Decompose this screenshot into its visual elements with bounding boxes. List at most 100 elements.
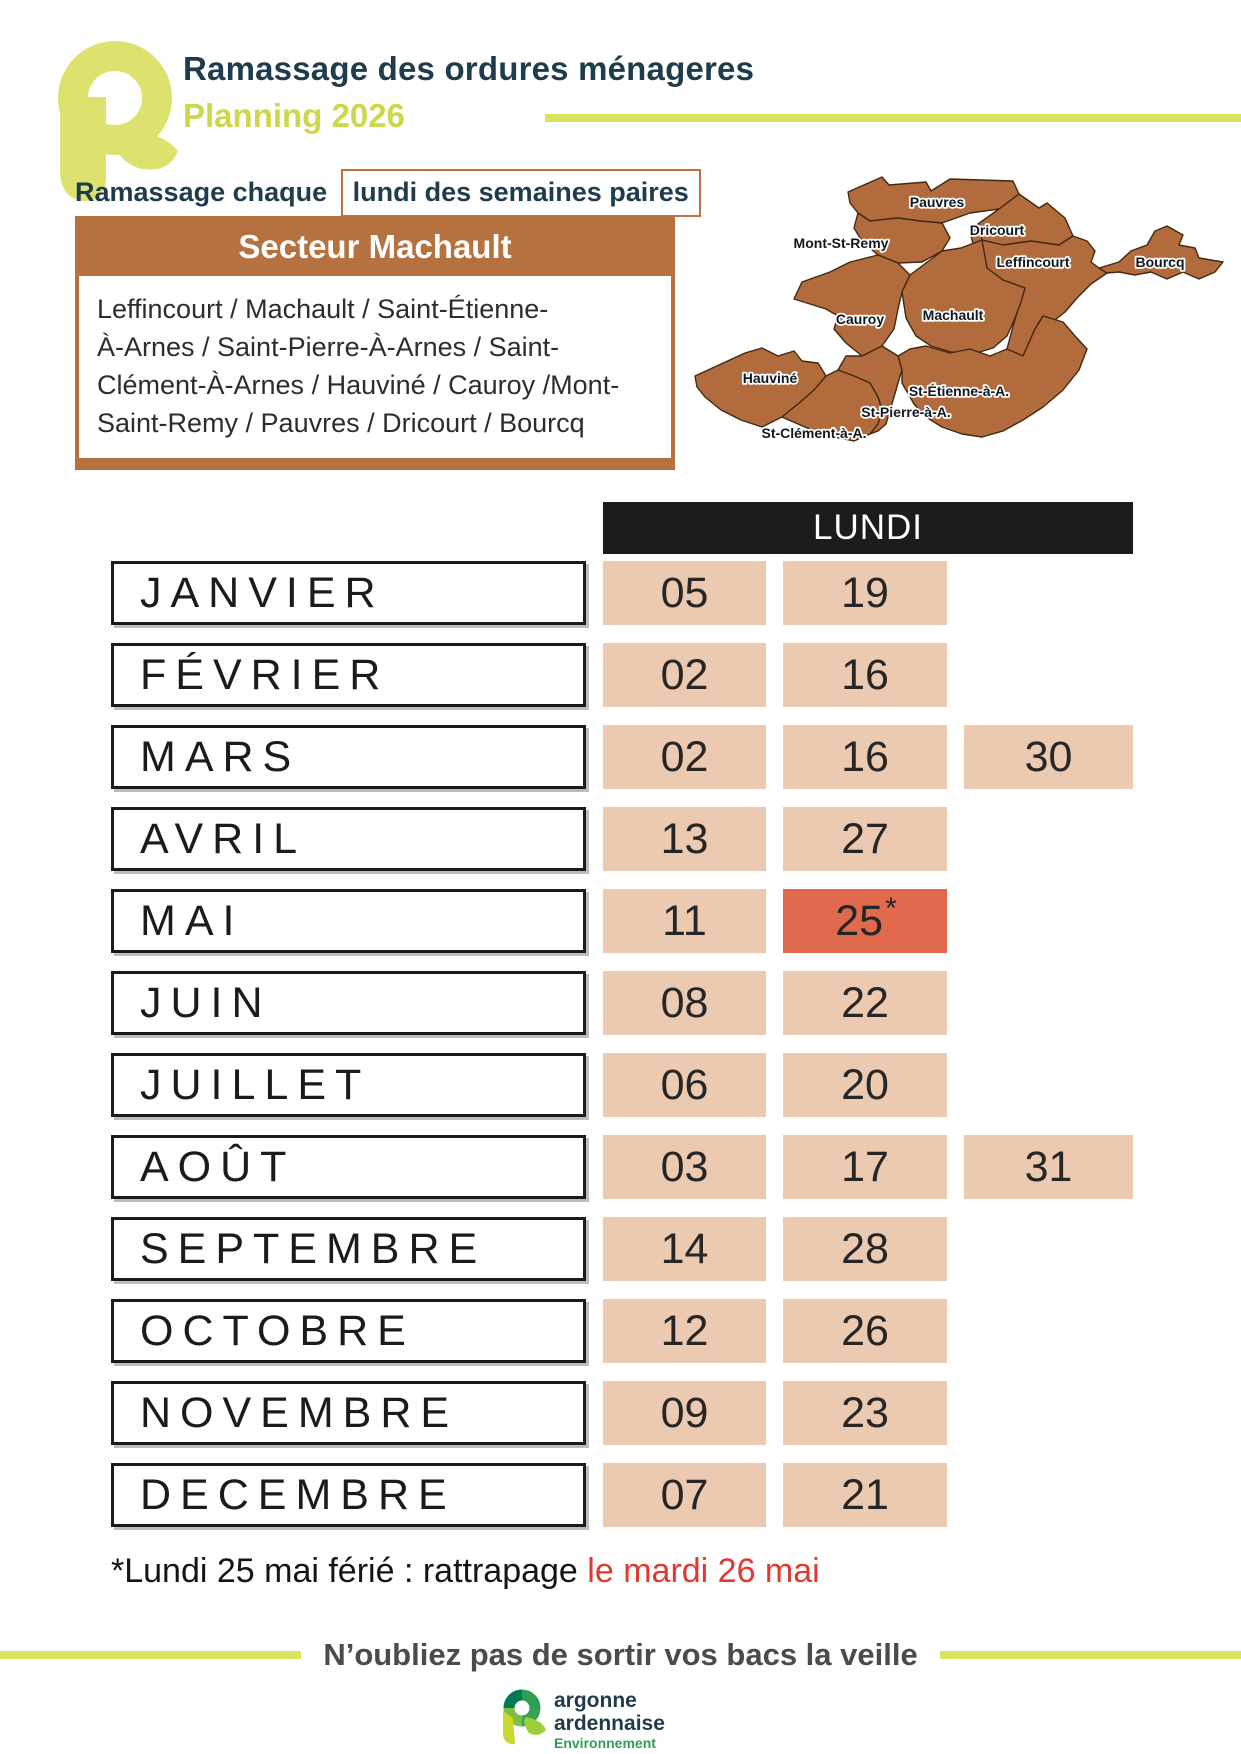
title-rule (545, 114, 1241, 122)
pickup-date: 02 (660, 650, 709, 699)
calendar-row: MAI 11 25 * (111, 889, 1141, 953)
calendar-column-header: LUNDI (603, 502, 1133, 554)
footnote-red: le mardi 26 mai (587, 1552, 820, 1590)
calendar-row: JUIN 08 22 (111, 971, 1141, 1035)
footer-logo-line2: ardennaise (554, 1712, 665, 1735)
reminder-rule-left (0, 1651, 302, 1659)
pickup-date-cell: 30 (964, 725, 1133, 789)
pickup-date: 12 (660, 1306, 709, 1355)
calendar-row: SEPTEMBRE 14 28 (111, 1217, 1141, 1281)
sector-title: Secteur Machault (79, 220, 671, 276)
page-title: Ramassage des ordures ménageres (183, 50, 755, 87)
commune-shape-cauroy (793, 254, 911, 357)
pickup-date-cell: 16 (783, 643, 947, 707)
map-label: Bourcq (1136, 254, 1185, 270)
month-box: MARS (111, 725, 586, 789)
pickup-date: 21 (841, 1470, 889, 1519)
map-label: Hauviné (743, 370, 798, 386)
pickup-date-cell: 21 (783, 1463, 947, 1527)
commune-shape-machault (901, 239, 1026, 355)
pickup-date: 14 (660, 1224, 709, 1273)
communes-line: Saint-Remy / Pauvres / Dricourt / Bourcq (97, 408, 585, 438)
pickup-date-cell: 23 (783, 1381, 947, 1445)
map-label: St-Clément-à-A. (761, 425, 866, 441)
calendar-row: AOÛT 03 17 31 (111, 1135, 1141, 1199)
commune-shape-bourcq (1098, 225, 1224, 280)
reminder-text: N’oubliez pas de sortir vos bacs la veil… (323, 1637, 918, 1672)
pickup-date: 08 (660, 978, 709, 1027)
pickup-date-cell: 02 (603, 725, 766, 789)
pickup-date-cell: 16 (783, 725, 947, 789)
pickup-date: 02 (660, 732, 709, 781)
pickup-date-cell: 08 (603, 971, 766, 1035)
footer-logo-line3: Environnement (554, 1735, 656, 1751)
sector-map: Pauvres Dricourt Mont-St-Remy Leffincour… (694, 176, 1224, 443)
pickup-date: 16 (841, 732, 889, 781)
calendar-row: MARS 02 16 30 (111, 725, 1141, 789)
calendar-row: AVRIL 13 27 (111, 807, 1141, 871)
map-label: Machault (923, 307, 984, 323)
footer-logo: argonne ardennaise Environnement (0, 1686, 1241, 1754)
calendar-row: NOVEMBRE 09 23 (111, 1381, 1141, 1445)
reminder-rule-right (939, 1651, 1241, 1659)
month-box: MAI (111, 889, 586, 953)
month-box: JANVIER (111, 561, 586, 625)
pickup-date-cell: 17 (783, 1135, 947, 1199)
pickup-notice: Ramassage chaque lundi des semaines pair… (75, 169, 701, 217)
map-label: St-Pierre-à-A. (861, 404, 950, 420)
map-label: Mont-St-Remy (794, 235, 889, 251)
commune-shape-st-etienne (897, 315, 1088, 438)
month-box: FÉVRIER (111, 643, 586, 707)
pickup-date-cell: 28 (783, 1217, 947, 1281)
argonne-ardennaise-logo-icon: argonne ardennaise Environnement (502, 1689, 665, 1751)
pickup-date-cell: 05 (603, 561, 766, 625)
month-box: DECEMBRE (111, 1463, 586, 1527)
pickup-date-cell: 07 (603, 1463, 766, 1527)
map-label: Dricourt (970, 222, 1025, 238)
footer-logo-line1: argonne (554, 1689, 637, 1712)
pickup-date: 06 (660, 1060, 709, 1109)
commune-shape-st-clement (781, 369, 883, 442)
pickup-date: 07 (660, 1470, 709, 1519)
pickup-date: 30 (1024, 732, 1073, 781)
calendar-row: JUILLET 06 20 (111, 1053, 1141, 1117)
pickup-date-cell: 13 (603, 807, 766, 871)
pickup-date-cell: 26 (783, 1299, 947, 1363)
pickup-date-cell: 14 (603, 1217, 766, 1281)
month-box: NOVEMBRE (111, 1381, 586, 1445)
pickup-date: 22 (841, 978, 889, 1027)
calendar-row: JANVIER 05 19 (111, 561, 1141, 625)
pickup-date: 26 (841, 1306, 889, 1355)
pickup-date-cell: 03 (603, 1135, 766, 1199)
pickup-date-cell: 09 (603, 1381, 766, 1445)
sector-communes-list: Leffincourt / Machault / Saint-Étienne- … (79, 276, 671, 458)
pickup-date: 20 (841, 1060, 889, 1109)
month-box: AVRIL (111, 807, 586, 871)
sector-box: Secteur Machault Leffincourt / Machault … (75, 216, 675, 470)
pickup-date-cell: 22 (783, 971, 947, 1035)
pickup-date: 03 (660, 1142, 709, 1191)
communes-line: Leffincourt / Machault / Saint-Étienne- (97, 294, 549, 324)
pickup-date: 16 (841, 650, 889, 699)
month-box: JUILLET (111, 1053, 586, 1117)
month-box: JUIN (111, 971, 586, 1035)
pickup-date-cell-holiday: 25 * (783, 889, 947, 953)
pickup-date-cell: 27 (783, 807, 947, 871)
footnote-black: *Lundi 25 mai férié : rattrapage (111, 1552, 588, 1590)
holiday-footnote: *Lundi 25 mai férié : rattrapage le mard… (111, 1552, 820, 1591)
pickup-date-cell: 31 (964, 1135, 1133, 1199)
pickup-date-cell: 20 (783, 1053, 947, 1117)
pickup-date: 31 (1024, 1142, 1073, 1191)
pickup-date: 25 (835, 896, 884, 945)
communes-line: Clément-À-Arnes / Hauviné / Cauroy /Mont… (97, 370, 620, 400)
pickup-date-cell: 06 (603, 1053, 766, 1117)
map-label: St-Étienne-à-A. (909, 383, 1009, 399)
pickup-date: 19 (841, 568, 889, 617)
notice-highlight: lundi des semaines paires (340, 169, 701, 217)
pickup-date: 23 (841, 1388, 889, 1437)
planning-subtitle: Planning 2026 (183, 97, 405, 134)
calendar-row: DECEMBRE 07 21 (111, 1463, 1141, 1527)
pickup-date: 05 (660, 568, 709, 617)
map-label: Cauroy (836, 311, 884, 327)
